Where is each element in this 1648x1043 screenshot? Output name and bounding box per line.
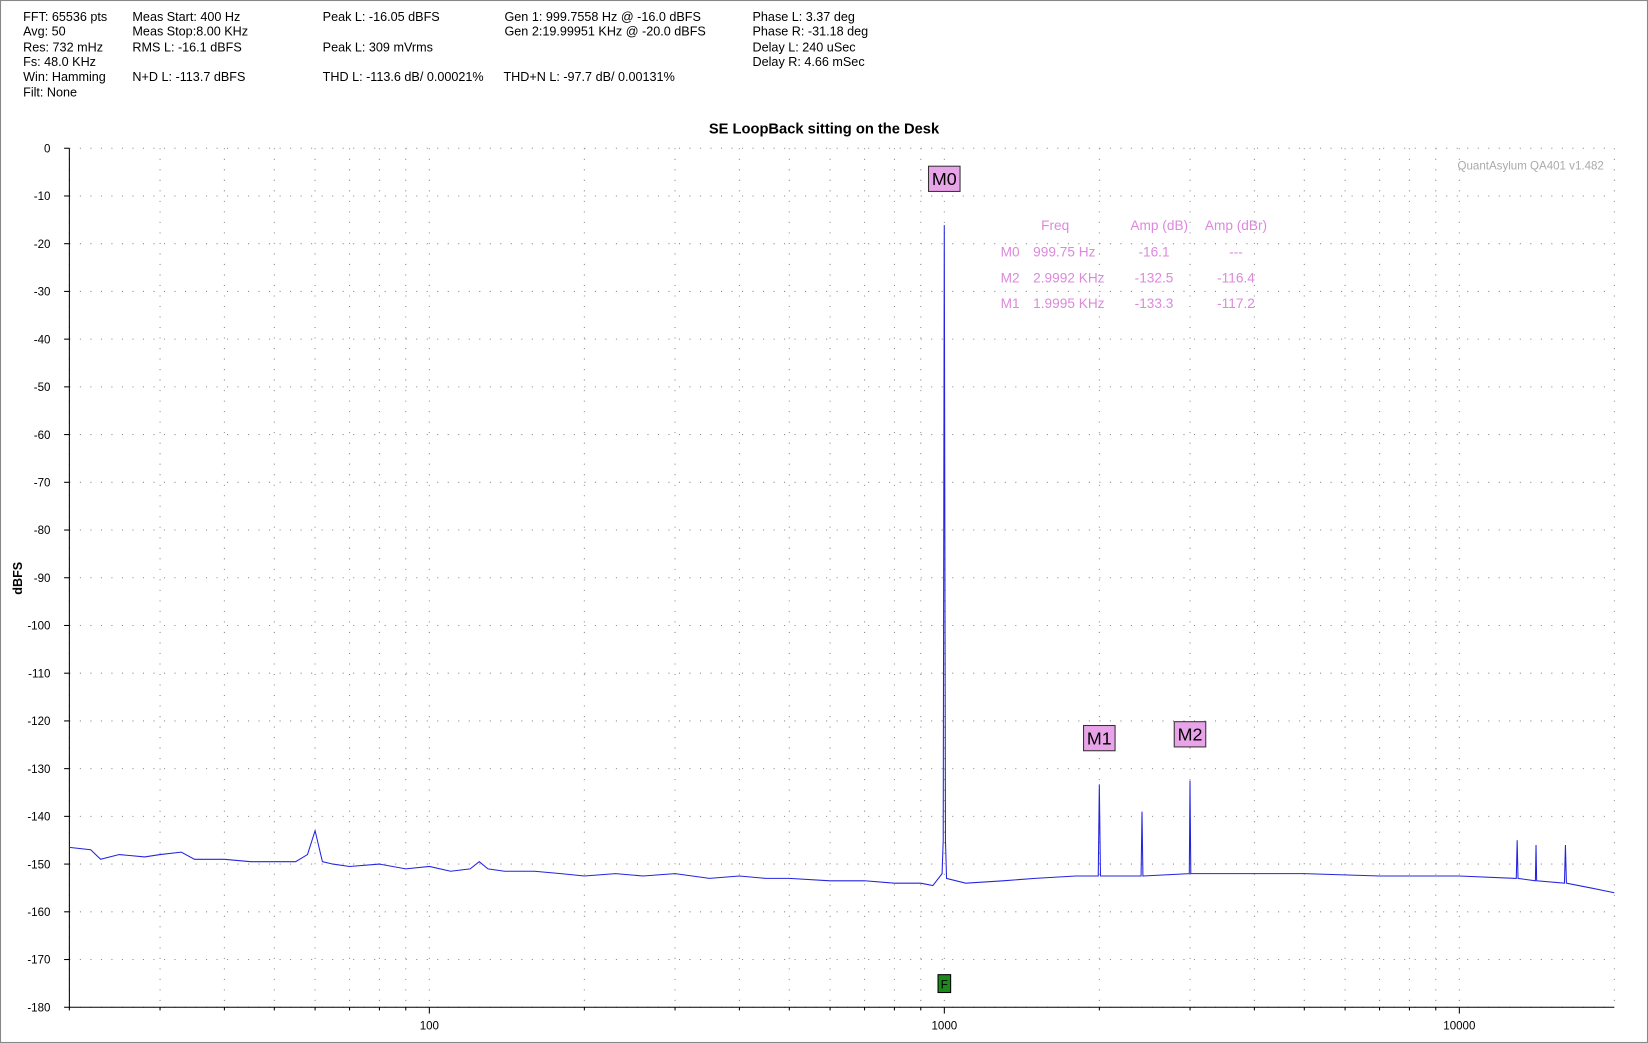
y-tick-label: -110 [28, 668, 50, 680]
y-tick-label: -10 [34, 191, 51, 203]
marker-table-dbr: -116.4 [1217, 270, 1255, 285]
x-tick-label: 100 [420, 1020, 439, 1032]
stat: Gen 2:19.99951 KHz @ -20.0 dBFS [504, 25, 705, 39]
marker-table-header: Amp (dBr) [1205, 218, 1267, 233]
stat: Phase R: -31.18 deg [753, 25, 869, 39]
x-tick-label: 1000 [931, 1020, 957, 1032]
marker-table-name: M0 [1001, 245, 1020, 260]
y-tick-label: -130 [27, 764, 50, 776]
stat: Meas Stop:8.00 KHz [132, 25, 248, 39]
watermark: QuantAsylum QA401 v1.482 [1458, 160, 1604, 172]
y-tick-label: -70 [34, 478, 51, 490]
y-tick-label: -40 [34, 334, 51, 346]
stat: Peak L: -16.05 dBFS [323, 10, 440, 24]
f-marker-label: F [941, 979, 948, 991]
stat: Phase L: 3.37 deg [753, 10, 855, 24]
marker-table-header: Amp (dB) [1130, 218, 1188, 233]
stat: Res: 732 mHz [23, 41, 103, 55]
marker-table-amp: -133.3 [1135, 296, 1174, 311]
chart-title: SE LoopBack sitting on the Desk [709, 122, 940, 138]
marker-table-name: M2 [1001, 270, 1020, 285]
marker-table-freq: 999.75 Hz [1033, 245, 1095, 260]
y-tick-label: -170 [27, 955, 50, 967]
y-tick-label: -90 [34, 573, 51, 585]
stat: N+D L: -113.7 dBFS [132, 70, 245, 84]
stat: Win: Hamming [23, 70, 106, 84]
spectrum-line [69, 225, 1615, 894]
marker: M2 [1173, 721, 1207, 748]
marker: M0 [927, 165, 961, 192]
marker-table-dbr: --- [1229, 245, 1243, 260]
marker-table-freq: 2.9992 KHz [1033, 270, 1105, 285]
stat: Delay L: 240 uSec [753, 41, 856, 55]
marker-table-freq: 1.9995 KHz [1033, 296, 1105, 311]
stat: THD L: -113.6 dB/ 0.00021% [323, 70, 484, 84]
y-tick-label: -100 [27, 621, 50, 633]
y-tick-label: -120 [27, 716, 50, 728]
y-tick-label: 0 [44, 143, 50, 155]
y-tick-label: -50 [34, 382, 51, 394]
marker-table-header: Freq [1041, 218, 1069, 233]
marker: M1 [1083, 724, 1116, 752]
marker-label: M0 [932, 169, 957, 189]
y-axis-label: dBFS [11, 562, 25, 595]
marker-label: M2 [1178, 725, 1203, 745]
stat: Meas Start: 400 Hz [132, 10, 240, 24]
stat: Filt: None [23, 86, 77, 100]
y-tick-label: -20 [34, 239, 51, 251]
stat: FFT: 65536 pts [23, 10, 107, 24]
f-marker-box [937, 974, 952, 994]
marker-table-amp: -16.1 [1138, 245, 1169, 260]
header: FFT: 65536 pts Avg: 50 Res: 732 mHz Fs: … [23, 10, 868, 100]
marker-box [1173, 721, 1207, 748]
stat: Peak L: 309 mVrms [323, 41, 433, 55]
x-tick-label: 10000 [1443, 1020, 1475, 1032]
marker-label: M1 [1087, 728, 1112, 748]
y-tick-label: -160 [27, 907, 50, 919]
f-marker: F [937, 974, 952, 994]
marker-table-dbr: -117.2 [1217, 296, 1255, 311]
stat: RMS L: -16.1 dBFS [132, 41, 241, 55]
y-tick-label: -80 [34, 525, 51, 537]
marker-table-amp: -132.5 [1135, 270, 1174, 285]
y-tick-label: -140 [27, 812, 50, 824]
stat: Delay R: 4.66 mSec [753, 55, 865, 69]
stat: Gen 1: 999.7558 Hz @ -16.0 dBFS [504, 10, 700, 24]
y-tick-label: -30 [34, 287, 51, 299]
stat: Fs: 48.0 KHz [23, 55, 96, 69]
stat: Avg: 50 [23, 25, 66, 39]
marker-table-name: M1 [1001, 296, 1020, 311]
y-tick-label: -60 [34, 430, 51, 442]
marker-box [1083, 724, 1116, 752]
y-tick-label: -150 [27, 859, 50, 871]
stat: THD+N L: -97.7 dB/ 0.00131% [503, 70, 674, 84]
y-tick-label: -180 [27, 1002, 50, 1014]
marker-box [927, 165, 961, 192]
